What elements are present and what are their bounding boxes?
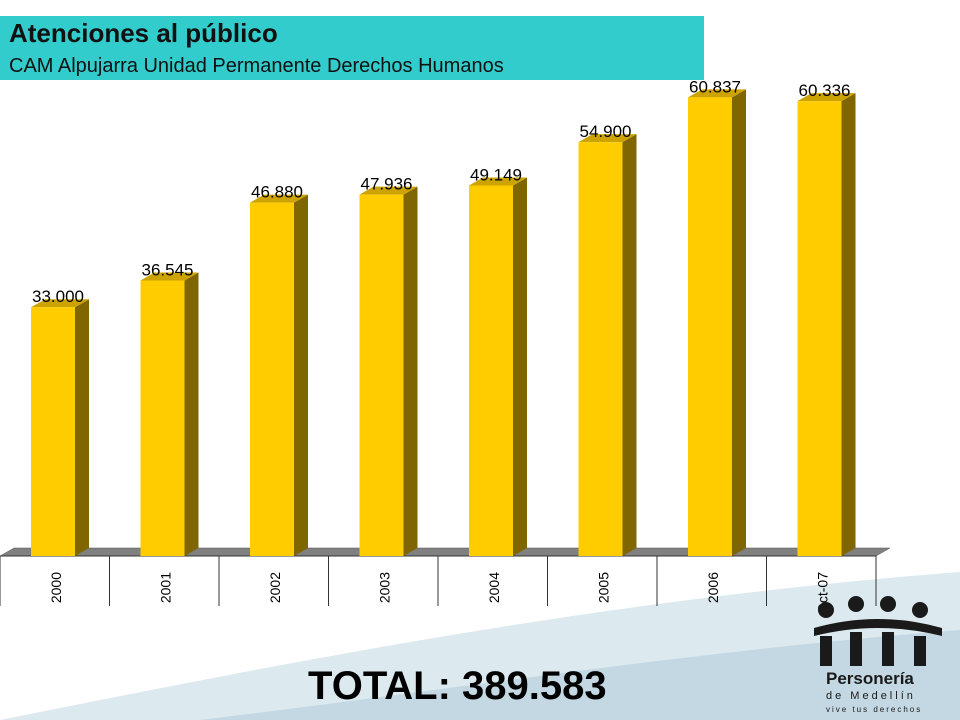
bar-side	[403, 186, 418, 557]
bar-top	[359, 186, 418, 195]
people-icon	[814, 596, 942, 666]
category-label: 2004	[486, 572, 502, 603]
category-label: 2001	[157, 572, 173, 603]
bar-top	[469, 177, 527, 186]
data-label: 60.336	[799, 81, 851, 100]
data-label: 33.000	[32, 287, 84, 306]
bar	[31, 307, 75, 556]
chart-title: Atenciones al público	[9, 18, 278, 48]
data-label: 36.545	[142, 261, 194, 280]
svg-text:Personería: Personería	[826, 669, 914, 688]
bar-top	[31, 299, 89, 308]
category-label: 2003	[376, 572, 392, 603]
bar-side	[294, 194, 308, 556]
category-label: 2000	[48, 572, 64, 603]
bar-side	[841, 93, 856, 556]
bar-side	[184, 272, 199, 556]
bar	[688, 97, 732, 556]
category-label: 2005	[595, 572, 611, 603]
bar	[140, 280, 185, 556]
bar	[359, 194, 404, 557]
bar-side	[732, 89, 746, 556]
data-label: 49.149	[470, 165, 522, 184]
data-label: 47.936	[361, 175, 413, 194]
bar-top	[250, 194, 308, 203]
bar-top	[797, 93, 856, 102]
svg-text:vive tus derechos: vive tus derechos	[826, 705, 922, 714]
data-label: 54.900	[580, 122, 632, 141]
bar-side	[75, 299, 89, 556]
bar-top	[688, 89, 746, 98]
bar	[250, 202, 294, 556]
personeria-logo: Personería de Medellín vive tus derechos	[814, 596, 942, 714]
title-box	[0, 16, 704, 80]
svg-text:de Medellín: de Medellín	[826, 690, 916, 702]
chart-subtitle: CAM Alpujarra Unidad Permanente Derechos…	[9, 55, 504, 77]
bar-top	[578, 134, 637, 143]
bar-top	[140, 272, 199, 281]
bar-side	[622, 134, 637, 556]
chart-floor	[0, 547, 891, 557]
category-label: 2002	[267, 572, 283, 603]
bar	[469, 185, 513, 556]
total-label: TOTAL: 389.583	[308, 664, 607, 708]
category-label: 2006	[705, 572, 721, 603]
data-label: 60.837	[689, 77, 741, 96]
bar-side	[513, 177, 527, 556]
bar	[578, 142, 623, 556]
data-label: 46.880	[251, 183, 303, 202]
bar	[797, 101, 842, 556]
